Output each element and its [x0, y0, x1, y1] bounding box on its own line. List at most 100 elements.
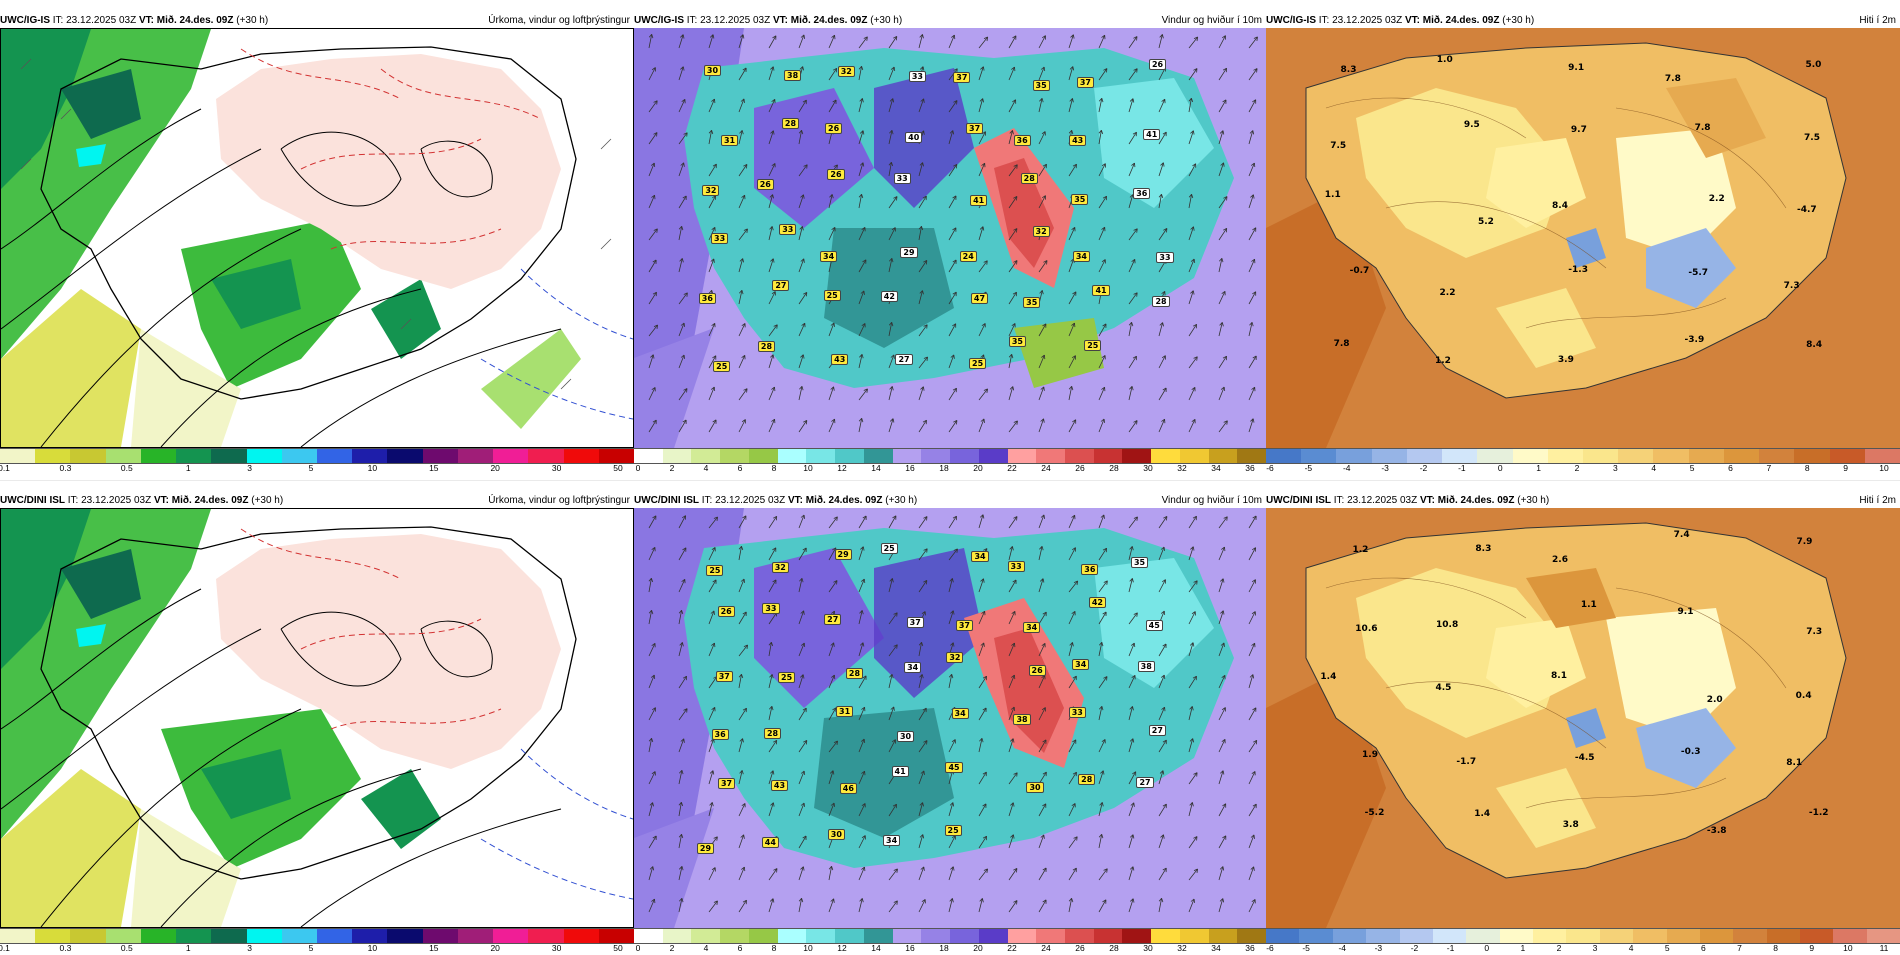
colorbar-swatch	[806, 449, 835, 463]
wind-gust-label: 31	[721, 135, 738, 146]
wind-gust-label: 43	[771, 780, 788, 791]
colorbar-swatch	[691, 449, 720, 463]
colorbar-tick-label: 24	[1041, 943, 1050, 953]
vt-label: VT:	[773, 15, 788, 26]
colorbar-swatch	[1800, 929, 1833, 943]
lead-time: (+30 h)	[885, 495, 917, 506]
wind-gust-label: 32	[838, 66, 855, 77]
colorbar-tick-label: 18	[939, 463, 948, 473]
temperature-label: 10.6	[1355, 624, 1377, 634]
it-label: IT:	[1319, 15, 1330, 26]
wind-gust-label: 25	[969, 358, 986, 369]
wind-gust-label: 27	[1136, 777, 1153, 788]
precip-map[interactable]	[0, 508, 634, 928]
wind-gust-label: 29	[697, 843, 714, 854]
wind-gust-label: 36	[699, 293, 716, 304]
colorbar-swatch	[1036, 929, 1065, 943]
wind-gust-label: 35	[1033, 80, 1050, 91]
temp-colorbar	[1266, 448, 1900, 464]
temperature-label: 1.0	[1437, 55, 1453, 65]
colorbar-tick-label: 22	[1007, 463, 1016, 473]
vt-label: VT:	[1405, 15, 1420, 26]
wind-gust-label: 27	[772, 280, 789, 291]
wind-gust-label: 32	[772, 562, 789, 573]
colorbar-swatch	[864, 449, 893, 463]
colorbar-swatch	[1336, 449, 1371, 463]
colorbar-tick-label: 1	[186, 943, 191, 953]
colorbar-swatch	[1366, 929, 1399, 943]
colorbar-swatch	[247, 929, 282, 943]
wind-gust-label: 32	[946, 652, 963, 663]
model-name: UWC/IG-IS	[0, 15, 50, 26]
valid-time: Mið. 24.des. 09Z	[172, 495, 249, 506]
colorbar-swatch	[1008, 449, 1037, 463]
colorbar-swatch	[921, 449, 950, 463]
colorbar-tick-label: -2	[1411, 943, 1419, 953]
colorbar-tick-label: 14	[871, 463, 880, 473]
colorbar-swatch	[1209, 449, 1238, 463]
colorbar-tick-label: -3	[1381, 463, 1389, 473]
panel-title: Úrkoma, vindur og loftþrýstingur	[488, 494, 630, 508]
colorbar-swatch	[691, 929, 720, 943]
colorbar-tick-label: 28	[1109, 943, 1118, 953]
valid-time: Mið. 24.des. 09Z	[806, 495, 883, 506]
precip-map[interactable]	[0, 28, 634, 448]
wind-gust-label: 26	[1029, 665, 1046, 676]
init-time: 23.12.2025 03Z	[1332, 15, 1402, 26]
colorbar-swatch	[1477, 449, 1512, 463]
colorbar-swatch	[0, 449, 35, 463]
colorbar-swatch	[1442, 449, 1477, 463]
temperature-label: 8.1	[1786, 758, 1802, 768]
colorbar-swatch	[1667, 929, 1700, 943]
colorbar-tick-label: -4	[1338, 943, 1346, 953]
colorbar-swatch	[864, 929, 893, 943]
colorbar-swatch	[893, 449, 922, 463]
wind-gust-label: 32	[1033, 226, 1050, 237]
vt-label: VT:	[788, 495, 803, 506]
colorbar-tick-label: 34	[1211, 463, 1220, 473]
colorbar-swatch	[1600, 929, 1633, 943]
wind-gust-label: 35	[1023, 297, 1040, 308]
colorbar-tick-label: 34	[1211, 943, 1220, 953]
colorbar-tick-label: 5	[309, 463, 314, 473]
colorbar-tick-label: 30	[1143, 943, 1152, 953]
colorbar-tick-label: 26	[1075, 463, 1084, 473]
wind-gust-label: 35	[1071, 194, 1088, 205]
colorbar-swatch	[1830, 449, 1865, 463]
colorbar-swatch	[1180, 929, 1209, 943]
wind-gust-label: 38	[784, 70, 801, 81]
colorbar-swatch	[458, 449, 493, 463]
colorbar-tick-label: 32	[1177, 943, 1186, 953]
wind-gust-label: 26	[718, 606, 735, 617]
colorbar-tick-label: 8	[772, 463, 777, 473]
wind-gust-label: 30	[1026, 782, 1043, 793]
colorbar-tick-label: 1	[1536, 463, 1541, 473]
colorbar-tick-label: 10	[803, 943, 812, 953]
wind-gust-label: 34	[1072, 659, 1089, 670]
colorbar-swatch	[1767, 929, 1800, 943]
init-time: 23.12.2025 03Z	[1347, 495, 1417, 506]
colorbar-tick-label: 12	[837, 943, 846, 953]
colorbar-swatch	[1372, 449, 1407, 463]
colorbar-tick-label: 0	[1484, 943, 1489, 953]
wind-gust-label: 46	[840, 783, 857, 794]
panel-title: Vindur og hviður í 10m	[1162, 494, 1262, 508]
init-time: 23.12.2025 03Z	[66, 15, 136, 26]
colorbar-tick-label: 5	[1690, 463, 1695, 473]
colorbar-swatch	[211, 449, 246, 463]
colorbar-swatch	[528, 449, 563, 463]
wind-gust-label: 37	[1077, 77, 1094, 88]
temperature-label: 1.1	[1581, 600, 1597, 610]
colorbar-swatch	[317, 449, 352, 463]
colorbar-swatch	[35, 449, 70, 463]
colorbar-swatch	[1122, 449, 1151, 463]
colorbar-swatch	[493, 449, 528, 463]
colorbar-tick-label: 0	[636, 463, 641, 473]
wind-gust-label: 25	[881, 543, 898, 554]
colorbar-swatch	[1266, 449, 1301, 463]
